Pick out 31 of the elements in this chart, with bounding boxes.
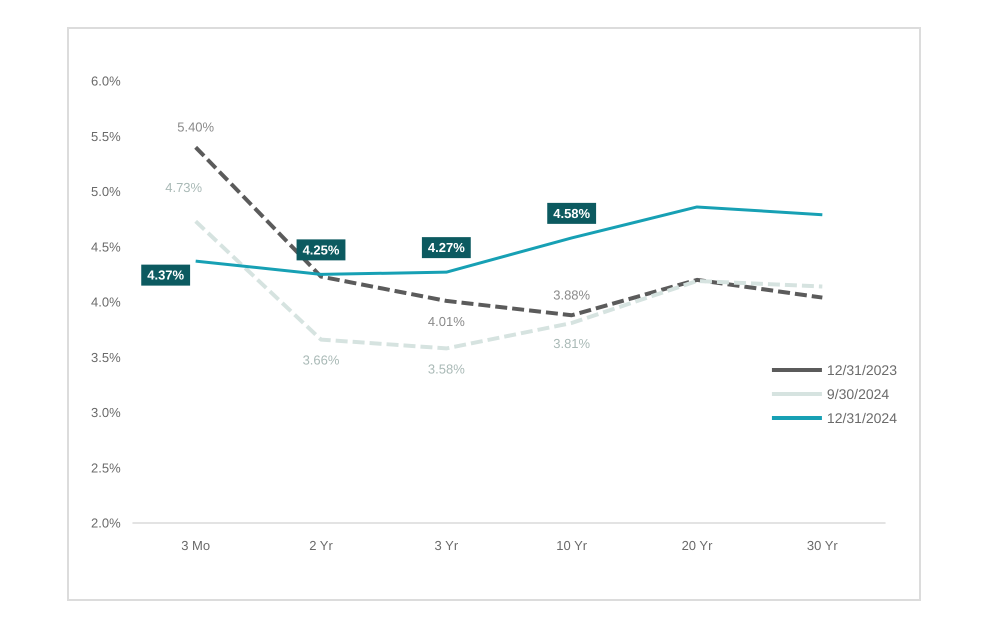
data-label: 3.81% xyxy=(553,336,591,351)
legend-label: 12/31/2023 xyxy=(826,362,898,378)
y-tick-label: 5.0% xyxy=(91,184,122,199)
y-tick-label: 2.0% xyxy=(91,516,122,530)
y-tick-label: 5.5% xyxy=(91,128,122,144)
y-tick-label: 3.5% xyxy=(91,350,122,365)
data-label: 5.40% xyxy=(177,119,215,134)
data-label: 4.73% xyxy=(165,180,203,195)
line-series xyxy=(194,219,824,350)
y-tick-label: 4.5% xyxy=(91,239,122,254)
data-label: 3.58% xyxy=(428,361,466,376)
data-label: 4.01% xyxy=(428,314,466,329)
data-label: 4.25% xyxy=(302,242,340,258)
data-label: 4.58% xyxy=(553,206,591,221)
y-tick-label: 2.5% xyxy=(91,460,122,476)
legend-label: 9/30/2024 xyxy=(826,386,890,402)
legend-label: 12/31/2024 xyxy=(826,410,898,426)
line-series xyxy=(194,205,824,276)
y-tick-label: 4.0% xyxy=(91,294,122,310)
data-label: 3.88% xyxy=(553,287,591,302)
x-tick-label: 3 Mo xyxy=(181,538,210,553)
x-tick-label: 10 Yr xyxy=(556,538,588,553)
data-label: 4.27% xyxy=(428,240,466,256)
y-tick-label: 3.0% xyxy=(91,405,122,420)
data-label: 4.37% xyxy=(147,268,185,283)
x-tick-label: 30 Yr xyxy=(806,538,838,553)
data-label: 3.66% xyxy=(302,352,340,368)
x-tick-label: 20 Yr xyxy=(682,538,714,553)
y-tick-label: 6.0% xyxy=(91,74,122,88)
x-tick-label: 3 Yr xyxy=(434,538,459,553)
x-tick-label: 2 Yr xyxy=(309,538,334,553)
